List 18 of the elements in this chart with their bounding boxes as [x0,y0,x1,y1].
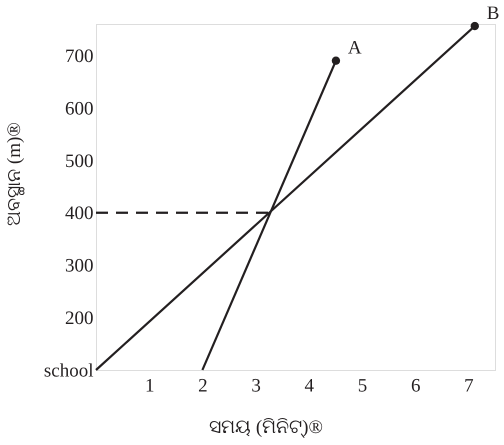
x-tick-label: 5 [358,376,368,396]
x-tick-label: 7 [464,376,474,396]
x-tick-label: 3 [251,376,261,396]
x-tick-label: 1 [144,376,154,396]
y-tick-label: school [44,360,94,382]
x-tick-label: 6 [410,376,420,396]
x-axis-title: ସମୟ (ମିନିଟ୍)® [209,417,323,438]
y-axis-title: ଅବସ୍ଥାନ (m)® [4,122,25,226]
y-tick-label: 600 [65,98,94,120]
x-tick-label: 4 [304,376,315,396]
y-tick-label: 300 [65,256,94,277]
series-label: B [486,3,500,24]
y-tick-label: 500 [65,150,94,172]
y-tick-label: 400 [65,203,94,224]
y-tick-label: 700 [65,46,94,67]
x-tick-label: 2 [198,376,208,396]
y-tick-label: 200 [65,308,94,330]
series-label: A [348,38,362,59]
